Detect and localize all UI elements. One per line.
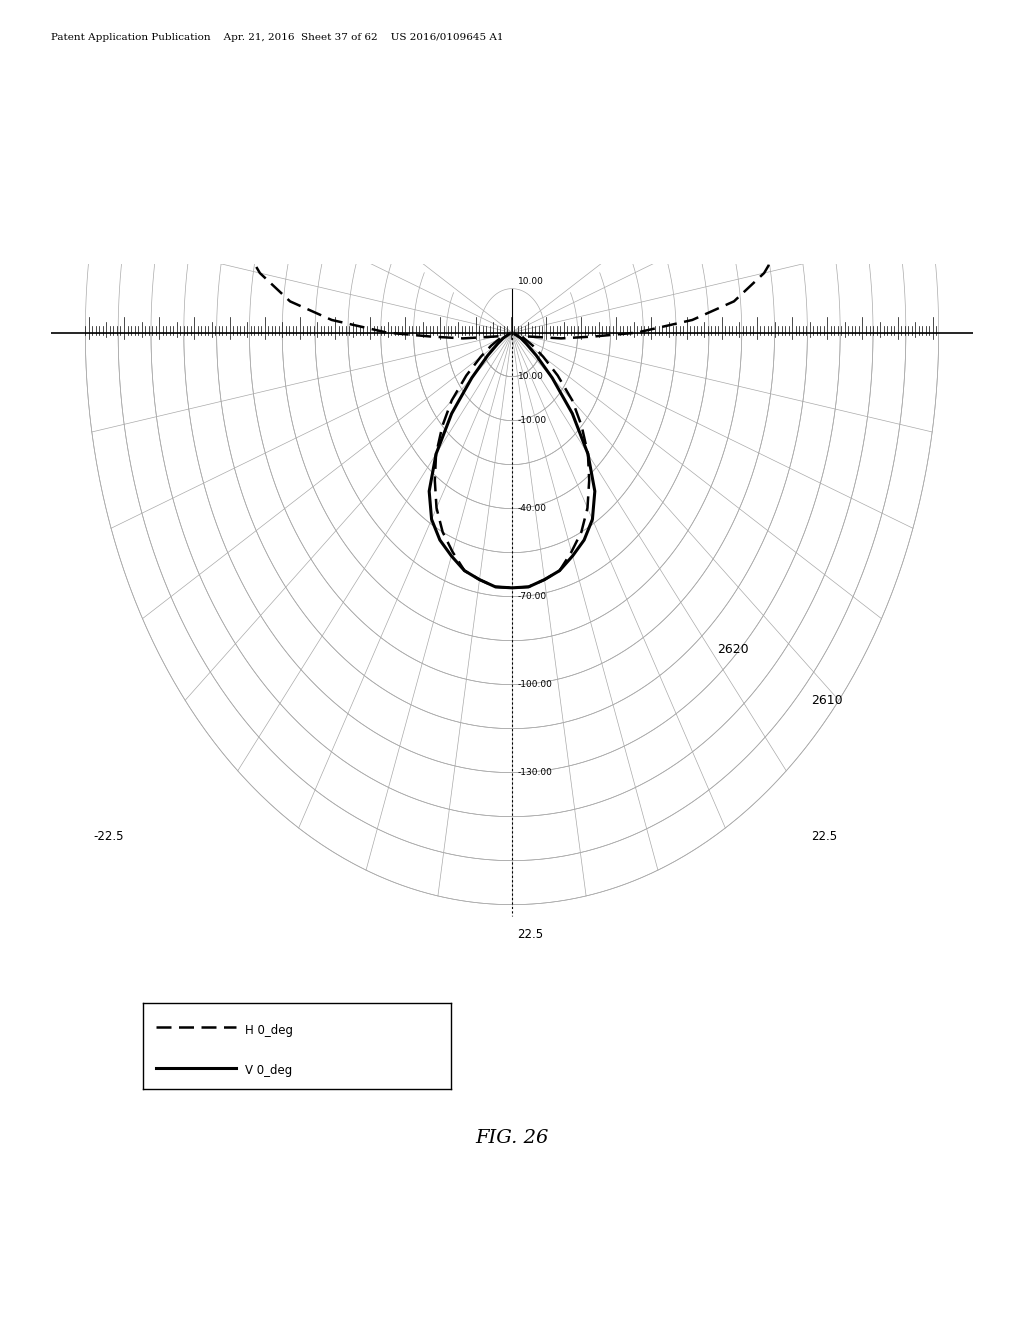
Text: -130.00: -130.00 <box>518 768 553 777</box>
Text: 2620: 2620 <box>717 643 749 656</box>
Text: -10.00: -10.00 <box>518 416 547 425</box>
Text: -70.00: -70.00 <box>518 593 547 601</box>
Text: V 0_deg: V 0_deg <box>245 1064 292 1077</box>
Text: 10.00: 10.00 <box>518 372 544 381</box>
Text: 10.00: 10.00 <box>518 277 544 286</box>
Text: 22.5: 22.5 <box>517 928 543 941</box>
Text: FIG. 26: FIG. 26 <box>475 1129 549 1147</box>
Text: -100.00: -100.00 <box>518 680 553 689</box>
Text: H 0_deg: H 0_deg <box>245 1024 293 1038</box>
Text: 2610: 2610 <box>811 694 843 708</box>
Text: -22.5: -22.5 <box>94 829 124 842</box>
Text: -40.00: -40.00 <box>518 504 547 513</box>
Text: Patent Application Publication    Apr. 21, 2016  Sheet 37 of 62    US 2016/01096: Patent Application Publication Apr. 21, … <box>51 33 504 42</box>
Text: 22.5: 22.5 <box>811 829 837 842</box>
